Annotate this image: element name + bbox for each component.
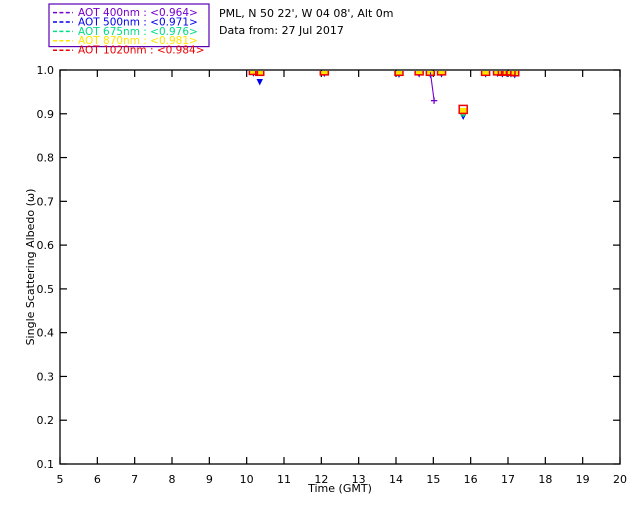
y-tick-label: 0.8 — [37, 152, 55, 165]
legend-box — [48, 3, 210, 48]
plot-data — [248, 71, 520, 121]
legend-item-label: AOT 675nm : <0.976> — [78, 26, 198, 38]
data-point — [256, 79, 263, 86]
data-point — [321, 71, 328, 75]
chart-header: PML, N 50 22', W 04 08', Alt 0m Data fro… — [219, 7, 393, 37]
data-point — [254, 71, 265, 77]
data-point — [256, 71, 263, 75]
data-point — [248, 71, 259, 76]
data-point — [458, 104, 468, 115]
legend-item-label: AOT 500nm : <0.971> — [78, 16, 198, 28]
y-tick-label: 0.4 — [37, 327, 55, 340]
x-tick-label: 7 — [131, 473, 138, 486]
x-tick-label: 18 — [538, 473, 552, 486]
y-tick-label: 0.1 — [37, 458, 55, 471]
x-tick-label: 5 — [57, 473, 64, 486]
x-tick-label: 13 — [352, 473, 366, 486]
data-point — [438, 71, 445, 75]
legend-item-aot-1020nm[interactable]: AOT 1020nm : <0.984> — [53, 45, 205, 57]
data-point — [250, 71, 257, 75]
y-tick-label: 0.3 — [37, 370, 55, 383]
legend-item-aot-500nm[interactable]: AOT 500nm : <0.971> — [53, 16, 198, 28]
y-tick-label: 0.9 — [37, 108, 55, 121]
x-tick-label: 19 — [576, 473, 590, 486]
y-tick-label: 0.2 — [37, 414, 55, 427]
x-tick-label: 8 — [169, 473, 176, 486]
data-point — [394, 71, 404, 77]
x-tick-label: 17 — [501, 473, 515, 486]
y-tick-label: 1.0 — [37, 64, 55, 77]
x-tick-label: 15 — [426, 473, 440, 486]
y-tick-label: 0.7 — [37, 195, 55, 208]
legend: AOT 400nm : <0.964>AOT 500nm : <0.971>AO… — [48, 3, 210, 57]
data-point — [415, 71, 423, 75]
data-point — [509, 71, 520, 77]
y-axis-label: Single Scattering Albedo (ω) — [24, 189, 37, 346]
x-tick-label: 9 — [206, 473, 213, 486]
data-point — [492, 71, 503, 76]
outlier-connector — [429, 72, 435, 101]
data-point — [482, 71, 489, 75]
legend-item-aot-400nm[interactable]: AOT 400nm : <0.964> — [53, 7, 198, 19]
x-tick-label: 6 — [94, 473, 101, 486]
x-tick-label: 12 — [314, 473, 328, 486]
legend-item-label: AOT 400nm : <0.964> — [78, 7, 198, 19]
legend-item-label: AOT 870nm : <0.981> — [78, 35, 198, 47]
plot-axes: 5 6 7 8 9 10 11 12 13 14 15 16 17 18 19 20 0.1 0.2 0.3 0.4 0… — [37, 64, 628, 486]
legend-item-aot-870nm[interactable]: AOT 870nm : <0.981> — [53, 35, 198, 47]
data-point — [460, 107, 467, 115]
data-point — [319, 71, 330, 76]
plot-frame — [59, 69, 621, 465]
y-tick-label: 0.5 — [37, 283, 55, 296]
data-point — [480, 71, 491, 77]
header-location-line: PML, N 50 22', W 04 08', Alt 0m — [219, 7, 393, 20]
x-tick-label: 20 — [613, 473, 627, 486]
data-point — [494, 71, 501, 75]
header-date-line: Data from: 27 Jul 2017 — [219, 24, 344, 37]
x-axis-label: Time (GMT) — [307, 482, 372, 495]
data-point — [414, 71, 424, 76]
legend-item-label: AOT 1020nm : <0.984> — [78, 45, 205, 57]
x-tick-label: 10 — [240, 473, 254, 486]
x-tick-label: 14 — [389, 473, 403, 486]
data-point — [436, 71, 447, 76]
x-tick-label: 16 — [464, 473, 478, 486]
y-tick-label: 0.6 — [37, 239, 55, 252]
connector-line — [429, 72, 435, 101]
data-point — [395, 71, 403, 75]
x-tick-label: 11 — [277, 473, 291, 486]
legend-item-aot-675nm[interactable]: AOT 675nm : <0.976> — [53, 26, 198, 38]
